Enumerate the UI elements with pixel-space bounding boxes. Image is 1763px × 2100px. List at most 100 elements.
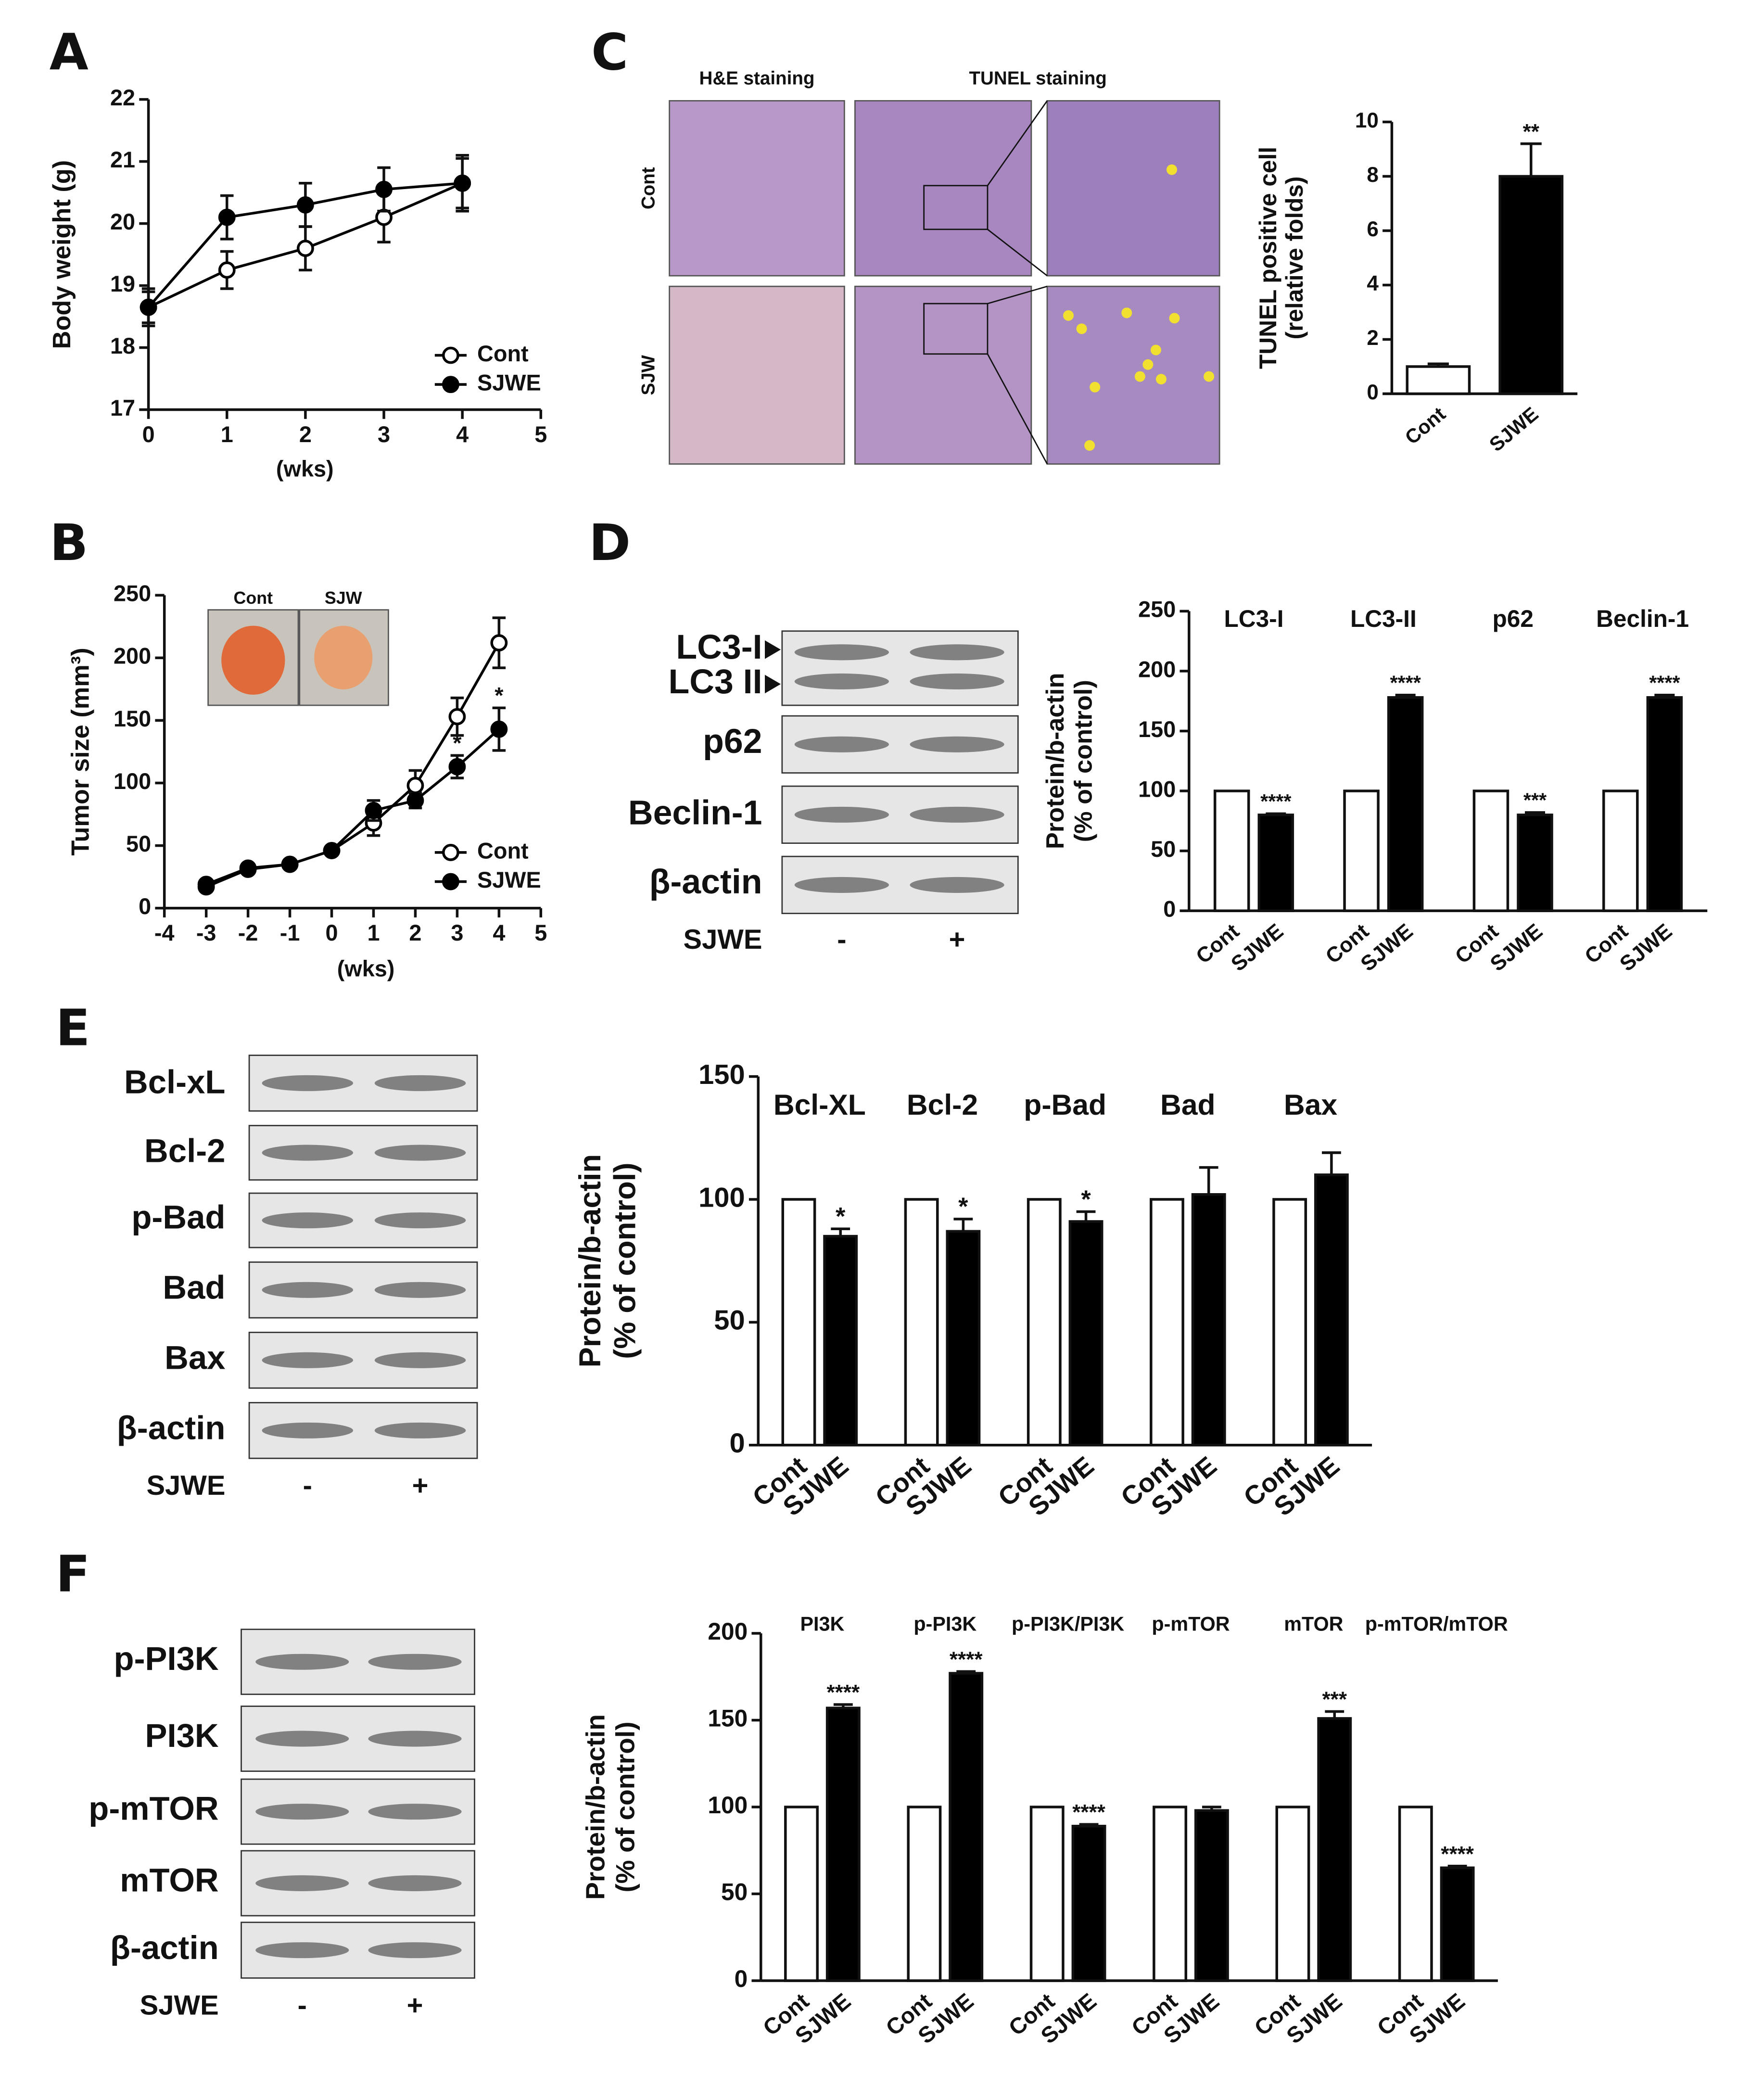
y-tick-label: 100 <box>1138 776 1176 802</box>
blot-band <box>262 1145 354 1161</box>
tunel-sjw <box>854 285 1032 465</box>
y-tick-label: 20 <box>110 209 135 234</box>
he-cont <box>669 100 845 277</box>
group-label: Bax <box>1284 1088 1337 1121</box>
group-label: Bcl-2 <box>907 1088 978 1121</box>
data-point <box>218 208 236 226</box>
bar <box>1317 1717 1352 1982</box>
bar <box>781 1198 816 1447</box>
group-label: Bad <box>1160 1088 1216 1121</box>
data-point <box>281 855 299 873</box>
significance: * <box>1081 1185 1091 1213</box>
data-point <box>490 634 508 652</box>
blot-band <box>374 1352 466 1368</box>
bar <box>1029 1806 1065 1982</box>
blot-band <box>262 1075 354 1091</box>
data-point <box>296 196 314 214</box>
y-tick-label: 8 <box>1367 163 1379 187</box>
group-label: PI3K <box>800 1613 844 1635</box>
y-tick-label: 4 <box>1367 272 1379 295</box>
lane-label: - <box>298 1990 307 2021</box>
bar <box>1071 1824 1106 1982</box>
bar <box>949 1672 984 1982</box>
x-tick-label: 2 <box>299 422 312 447</box>
y-tick-label: 50 <box>721 1879 748 1906</box>
y-tick-label: 0 <box>729 1428 745 1459</box>
x-axis-label: (wks) <box>337 956 395 981</box>
data-point <box>323 842 341 859</box>
blot-band <box>910 736 1004 752</box>
y-tick-label: 10 <box>1355 109 1379 132</box>
y-tick-label: 50 <box>126 831 151 856</box>
protein-label: p-Bad <box>131 1198 225 1235</box>
blot-band <box>262 1282 354 1298</box>
y-tick-label: 150 <box>708 1705 748 1732</box>
significance: * <box>958 1193 968 1221</box>
blot-band <box>255 1804 349 1820</box>
data-point <box>218 261 236 279</box>
x-tick-label: 5 <box>534 422 547 447</box>
group-label: p-PI3K <box>913 1613 977 1635</box>
blot-band <box>262 1352 354 1368</box>
band-arrow <box>765 675 781 694</box>
tumor <box>221 625 285 695</box>
y-tick-label: 100 <box>708 1792 748 1819</box>
y-axis-label: Protein/b-actin <box>581 1714 610 1900</box>
significance: **** <box>1390 672 1421 694</box>
y-tick-label: 200 <box>114 644 151 669</box>
significance: * <box>836 1203 846 1231</box>
y-axis-label: Tumor size (mm³) <box>67 648 95 855</box>
photo-label: Cont <box>234 588 273 608</box>
bar <box>946 1230 981 1447</box>
zoom-sjw <box>1046 285 1220 465</box>
panel-label: E <box>56 999 90 1057</box>
group-label: LC3-II <box>1350 605 1417 632</box>
y-tick-label: 19 <box>110 271 135 296</box>
y-tick-label: 18 <box>110 333 135 358</box>
bar <box>1602 789 1639 912</box>
protein-label: Bax <box>165 1339 225 1376</box>
data-point <box>197 876 215 893</box>
y-axis-label: Protein/b-actin <box>1041 673 1069 849</box>
x-tick-label: 3 <box>451 920 463 945</box>
bar <box>1027 1198 1062 1447</box>
treatment-label: SJWE <box>140 1990 219 2021</box>
blot-band <box>794 806 889 823</box>
bar <box>904 1198 939 1447</box>
zoom-lines <box>987 100 1048 465</box>
x-tick-label: SJWE <box>1485 403 1542 456</box>
treatment-label: SJWE <box>684 924 762 955</box>
group-label: p62 <box>1492 605 1533 632</box>
band-arrow <box>765 640 781 659</box>
significance: **** <box>1072 1801 1105 1824</box>
blot-band <box>794 877 889 893</box>
lane-label: + <box>407 1990 423 2021</box>
y-tick-label: 0 <box>139 894 151 919</box>
x-tick-label: 0 <box>325 920 338 945</box>
x-tick-label: 3 <box>378 422 390 447</box>
protein-label: mTOR <box>120 1861 218 1898</box>
data-point <box>140 298 157 316</box>
x-tick-label: Cont <box>1401 403 1450 449</box>
legend-label: SJWE <box>477 370 541 395</box>
significance: **** <box>1441 1842 1474 1866</box>
histology-images <box>669 100 1220 465</box>
x-axis-label: (wks) <box>276 457 334 482</box>
panel-label: A <box>50 23 89 82</box>
blot-band <box>910 877 1004 893</box>
protein-label: PI3K <box>145 1717 219 1754</box>
bar <box>825 1706 861 1982</box>
group-label: Beclin-1 <box>1596 605 1689 632</box>
group-label: p-mTOR <box>1152 1613 1230 1635</box>
x-tick-label: -4 <box>154 920 175 945</box>
group-label: p-mTOR/mTOR <box>1365 1613 1508 1635</box>
y-axis-label: TUNEL positive cell <box>1255 147 1281 369</box>
y-axis-label: Protein/b-actin <box>573 1154 607 1368</box>
legend-marker <box>442 843 459 861</box>
y-tick-label: 17 <box>110 395 135 420</box>
lane-label: + <box>949 924 965 955</box>
blot-band <box>255 1731 349 1747</box>
data-point <box>454 174 471 192</box>
legend-label: Cont <box>477 838 529 863</box>
